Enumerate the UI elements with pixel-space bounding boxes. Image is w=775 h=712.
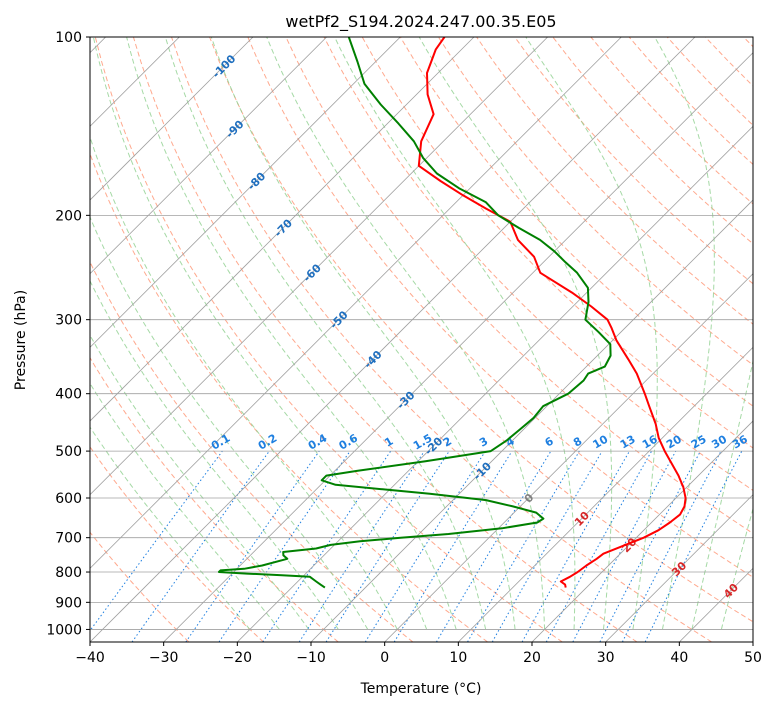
y-tick-label: 400 xyxy=(55,387,82,403)
x-tick-label: 30 xyxy=(597,650,615,666)
x-tick-label: −40 xyxy=(75,650,105,666)
y-tick-label: 800 xyxy=(55,565,82,581)
x-tick-label: 50 xyxy=(744,650,762,666)
x-axis-label: Temperature (°C) xyxy=(360,681,482,697)
x-tick-label: −10 xyxy=(296,650,326,666)
y-tick-label: 900 xyxy=(55,595,82,611)
y-tick-label: 700 xyxy=(55,531,82,547)
y-axis-label: Pressure (hPa) xyxy=(13,290,29,390)
y-tick-label: 500 xyxy=(55,444,82,460)
y-tick-label: 300 xyxy=(55,313,82,329)
x-tick-label: 0 xyxy=(380,650,389,666)
y-tick-label: 200 xyxy=(55,208,82,224)
y-tick-label: 100 xyxy=(55,30,82,46)
x-tick-label: −20 xyxy=(223,650,253,666)
y-tick-label: 600 xyxy=(55,491,82,507)
y-tick-label: 1000 xyxy=(46,622,82,638)
x-tick-label: 20 xyxy=(523,650,541,666)
x-tick-label: 10 xyxy=(449,650,467,666)
x-tick-label: 40 xyxy=(670,650,688,666)
chart-title: wetPf2_S194.2024.247.00.35.E05 xyxy=(285,12,556,32)
x-tick-label: −30 xyxy=(149,650,179,666)
